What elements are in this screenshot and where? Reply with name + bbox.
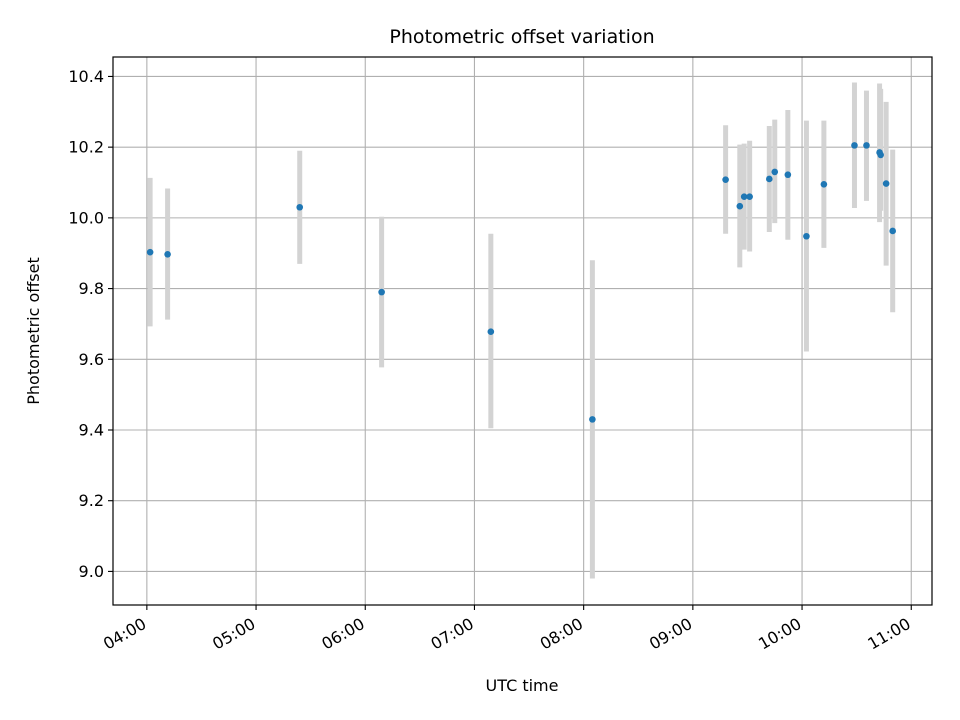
y-tick-label: 10.2 xyxy=(68,138,104,157)
data-point xyxy=(765,175,773,183)
data-point xyxy=(803,232,810,240)
data-point xyxy=(487,328,495,336)
data-point xyxy=(146,248,154,256)
y-tick-label: 9.0 xyxy=(79,562,104,581)
y-axis-ticks: 9.0 9.2 9.4 9.6 9.8 10.0 10.2 10.4 xyxy=(68,67,113,581)
grid-lines xyxy=(113,57,932,605)
y-axis-label: Photometric offset xyxy=(24,257,43,405)
data-point xyxy=(740,193,748,200)
data-point xyxy=(722,176,729,183)
y-tick-label: 9.6 xyxy=(79,350,104,369)
data-points xyxy=(146,142,896,423)
data-point xyxy=(589,416,596,423)
data-point xyxy=(784,171,792,179)
y-tick-label: 9.4 xyxy=(79,420,104,439)
plot-frame xyxy=(112,56,933,606)
data-point xyxy=(746,193,753,200)
y-tick-label: 9.2 xyxy=(79,491,104,510)
y-tick-label: 10.4 xyxy=(68,67,104,86)
data-point xyxy=(164,250,171,258)
y-tick-label: 9.8 xyxy=(79,279,104,298)
data-point xyxy=(851,142,858,149)
data-point xyxy=(877,151,884,159)
data-point xyxy=(889,227,896,235)
data-point xyxy=(771,168,779,176)
x-axis-label: UTC time xyxy=(486,676,559,695)
data-point xyxy=(882,180,890,187)
data-point xyxy=(863,142,870,149)
y-tick-label: 10.0 xyxy=(68,208,104,227)
data-point xyxy=(820,180,828,188)
data-point xyxy=(736,202,744,210)
data-point xyxy=(378,288,385,296)
data-point xyxy=(296,203,304,211)
chart-title: Photometric offset variation xyxy=(389,26,654,48)
